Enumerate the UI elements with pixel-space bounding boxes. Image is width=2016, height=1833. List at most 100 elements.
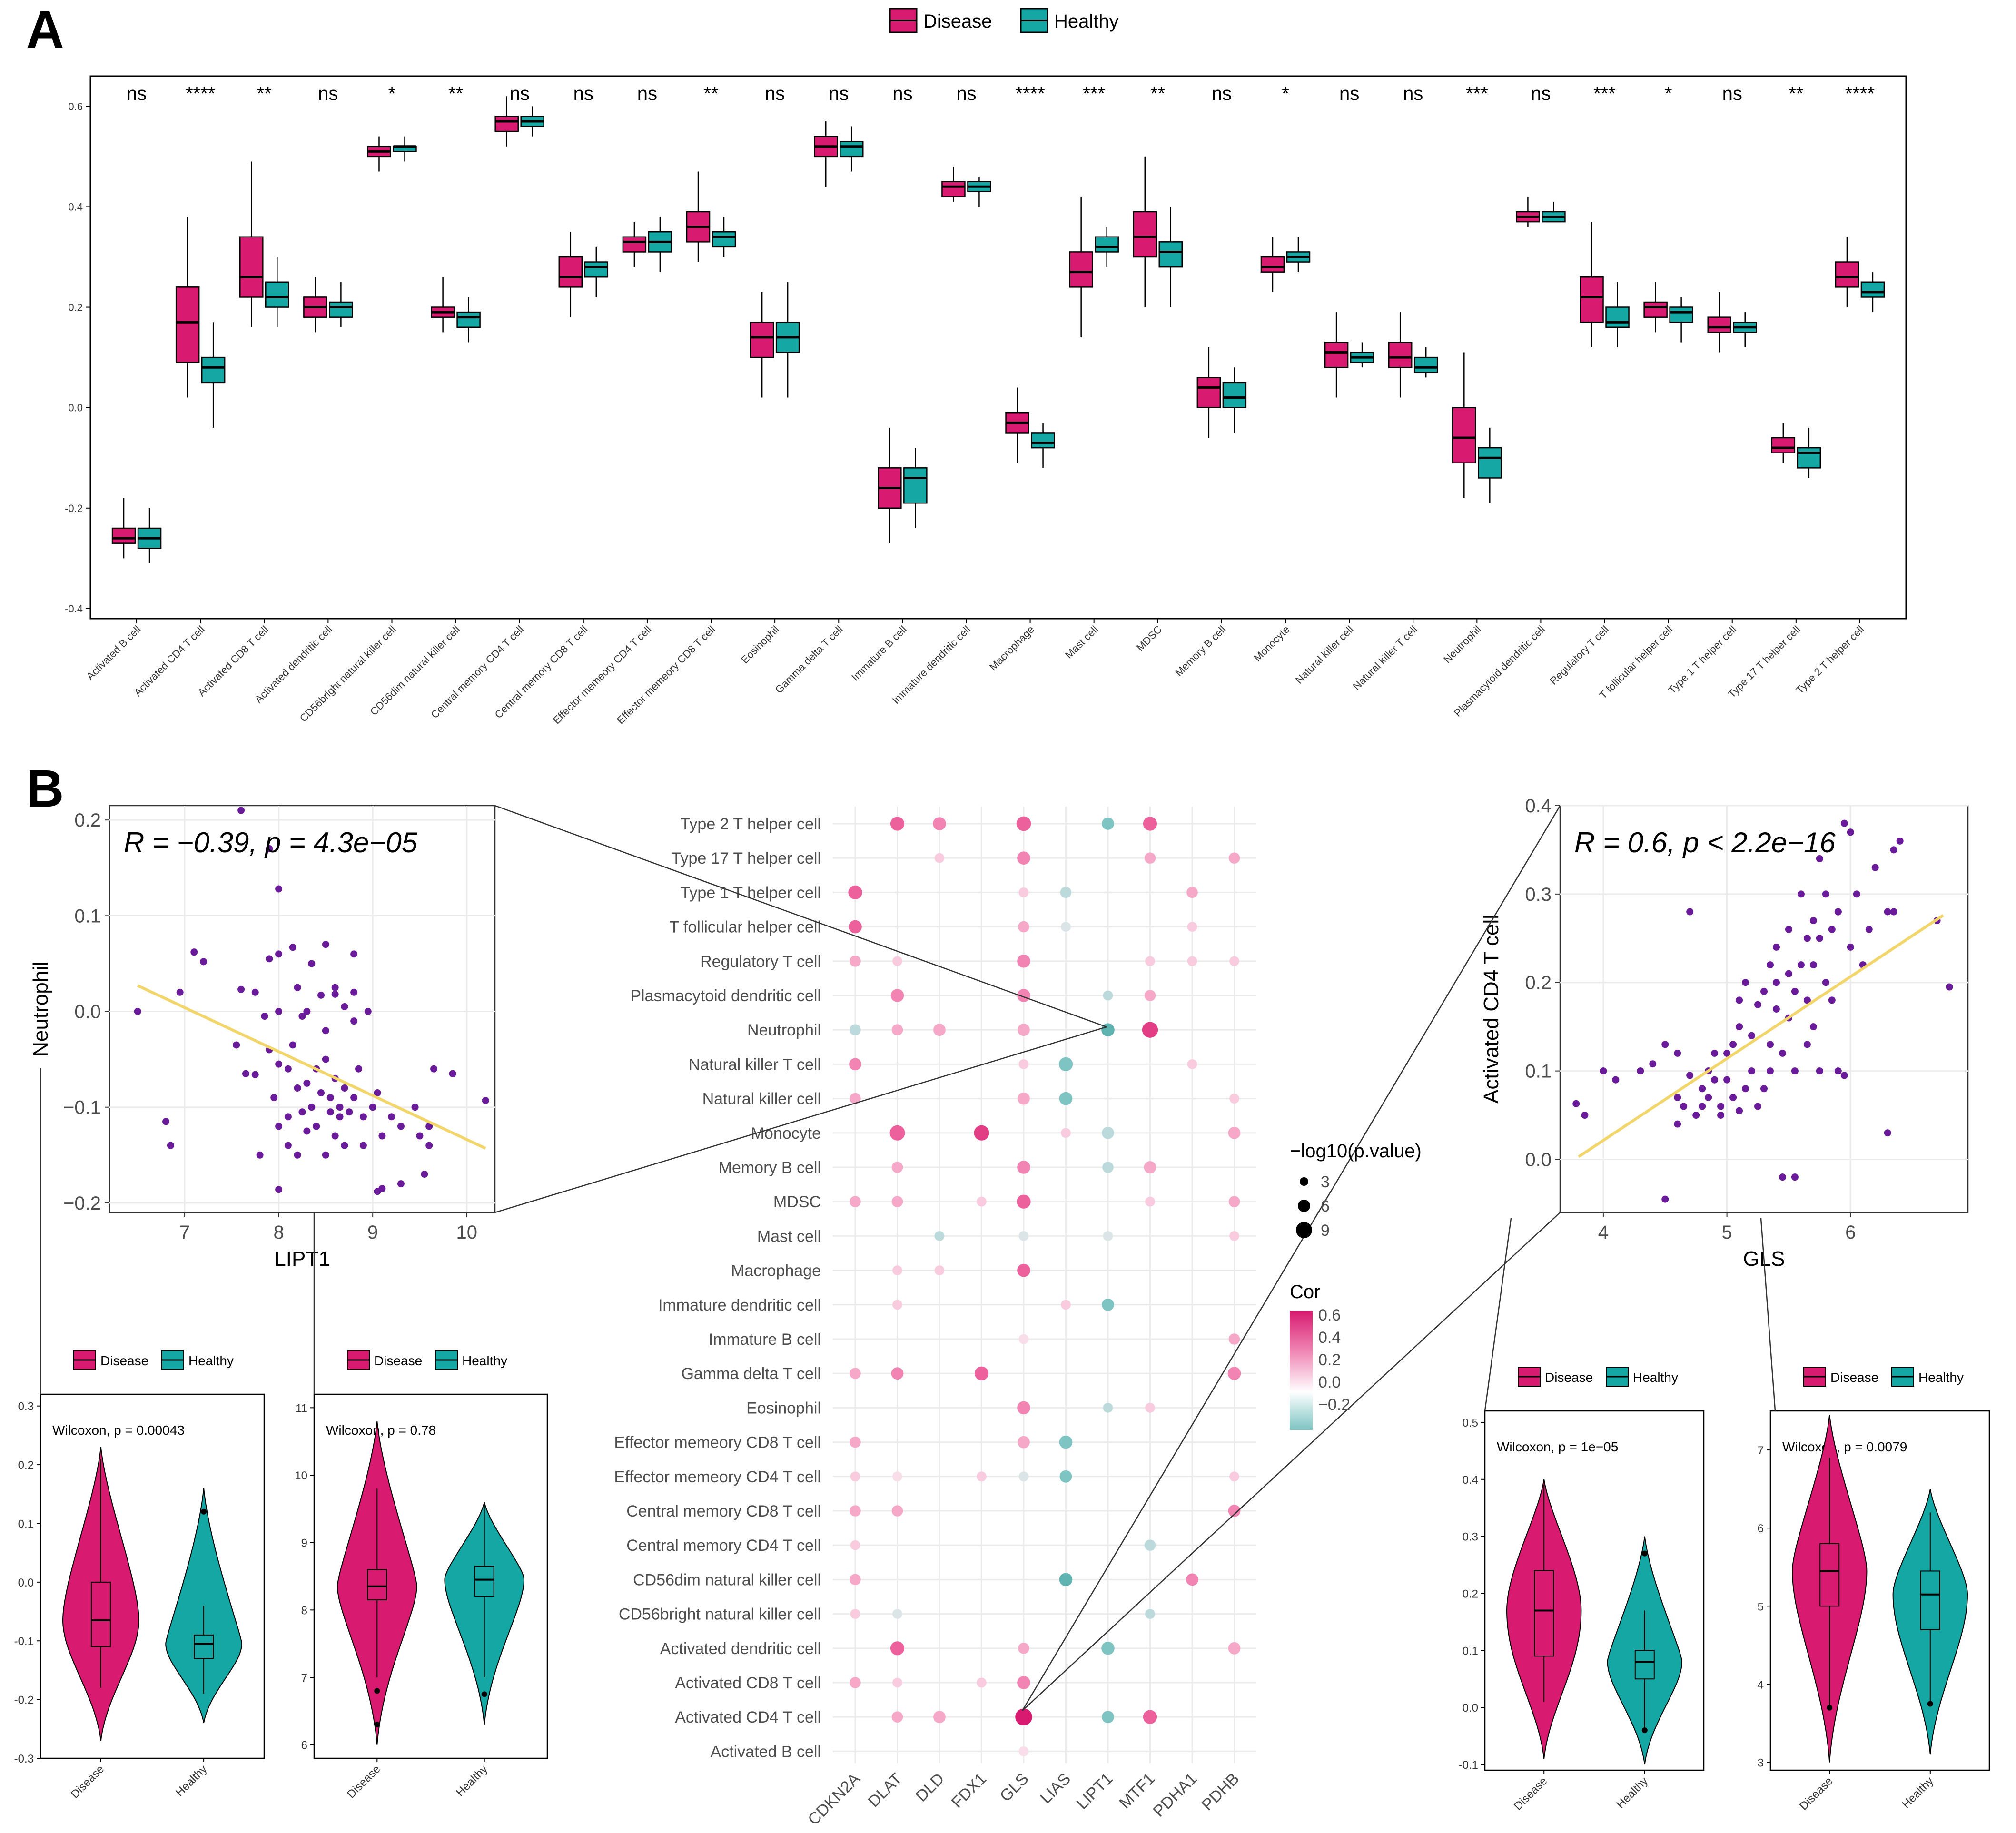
dot-point — [1145, 1196, 1155, 1207]
box-healthy — [1478, 427, 1502, 503]
x-tick-label: 4 — [1598, 1222, 1609, 1243]
scatter-point — [1834, 908, 1842, 916]
scatter-point — [350, 1017, 358, 1025]
box-disease — [1580, 222, 1604, 347]
scatter-point — [1723, 1049, 1731, 1057]
cell-label: Natural killer T cell — [689, 1055, 821, 1074]
dot-point — [1102, 1162, 1114, 1173]
scatter-point — [317, 991, 325, 999]
box-body — [201, 356, 226, 384]
scatter-point — [1766, 1067, 1774, 1075]
box-disease — [1069, 197, 1093, 337]
scatter-lipt1-neutrophil: 7 8 9 10 0.2 0.1 0.0 −0.1 −0.2 R = −0.39, p = 4.3… — [29, 805, 496, 1271]
y-tick-label: -0.4 — [65, 603, 83, 615]
scatter-point — [1840, 819, 1848, 827]
dot-point — [850, 1471, 860, 1482]
legend-disease-label: Disease — [1830, 1370, 1878, 1385]
y-tick-label: 0.1 — [1463, 1645, 1478, 1657]
dot-point — [1059, 1573, 1073, 1587]
scatter-point — [317, 1089, 325, 1097]
significance-label: ns — [1212, 83, 1232, 104]
dot-point — [1187, 1059, 1197, 1069]
dot-point — [1228, 852, 1240, 864]
dot-point — [1228, 1196, 1240, 1208]
cell-label: Mast cell — [757, 1227, 821, 1245]
dot-point — [1017, 1263, 1030, 1277]
dot-point — [890, 817, 905, 831]
scatter-point — [251, 1071, 259, 1078]
scatter-point — [331, 1132, 339, 1140]
y-tick-label: 5 — [1758, 1600, 1764, 1613]
scatter-point — [1661, 1195, 1669, 1203]
dot-point — [1102, 1126, 1114, 1139]
scatter-point — [275, 885, 283, 893]
dot-point — [1144, 1161, 1156, 1173]
dot-point — [1145, 956, 1155, 966]
y-tick-label: 3 — [1758, 1757, 1764, 1770]
box-body — [1413, 356, 1438, 374]
box-body — [1069, 251, 1093, 288]
scatter-point — [294, 1151, 301, 1159]
dot-point — [1058, 1057, 1073, 1072]
significance-label: ns — [1339, 83, 1359, 104]
violin-box — [367, 1569, 387, 1601]
dot-point — [1061, 1128, 1071, 1138]
significance-label: *** — [1593, 83, 1616, 104]
dot-point — [1143, 817, 1157, 831]
dot-point — [1018, 1471, 1029, 1482]
box-healthy — [520, 106, 544, 137]
dot-point — [891, 1505, 903, 1517]
scatter-point — [359, 1142, 367, 1149]
scatter-point — [308, 1104, 316, 1111]
significance-label: ** — [703, 83, 718, 104]
significance-label: ns — [1531, 83, 1551, 104]
violin-cd4: Disease Healthy 0.5 0.4 0.3 0.2 0.1 0.0 -0.1 Wilc… — [1459, 1367, 1705, 1813]
scatter-point — [162, 1118, 170, 1125]
box-healthy — [1860, 272, 1885, 313]
legend-a: Disease Healthy — [889, 8, 1119, 33]
scatter-point — [449, 1070, 456, 1077]
scatter-point — [326, 1094, 334, 1102]
dot-point — [977, 1677, 987, 1688]
scatter-point — [341, 1003, 348, 1010]
scatter-point — [1705, 1094, 1712, 1101]
scatter-point — [416, 1132, 424, 1140]
box-body — [175, 286, 200, 363]
box-disease — [686, 171, 711, 262]
y-tick-label: 0.0 — [18, 1577, 34, 1589]
y-tick-label: 0.2 — [1525, 973, 1552, 994]
scatter-point — [251, 988, 259, 996]
significance-label: ns — [829, 83, 849, 104]
y-tick-label: -0.1 — [1459, 1759, 1478, 1772]
cell-label: T follicular helper cell — [669, 918, 821, 936]
scatter-point — [322, 1027, 329, 1035]
scatter-point — [322, 941, 329, 948]
dot-point — [891, 1367, 904, 1380]
y-tick-label: 0.3 — [1463, 1531, 1478, 1544]
box-body — [584, 261, 609, 278]
scatter-point — [1699, 1103, 1706, 1110]
scatter-gls-cd4: 4 5 60.40.30.20.10.0R = 0.6, p < 2.2e−16GL… — [1480, 796, 1969, 1271]
dot-point — [1061, 1300, 1071, 1310]
scatter-point — [1736, 996, 1743, 1004]
scatter-point — [1772, 1005, 1780, 1013]
box-healthy — [1669, 297, 1693, 343]
legend-healthy-label: Healthy — [1633, 1370, 1678, 1385]
scatter-point — [1828, 926, 1836, 933]
scatter-point — [1809, 961, 1817, 969]
wilcoxon-annotation: Wilcoxon, p = 0.0079 — [1782, 1439, 1907, 1454]
dot-point — [849, 1058, 861, 1071]
y-tick-label: -0.2 — [65, 503, 83, 514]
cell-label: Activated CD4 T cell — [675, 1708, 821, 1726]
significance-label: ns — [127, 83, 147, 104]
significance-label: *** — [1083, 83, 1105, 104]
dot-point — [891, 1024, 903, 1036]
box-disease — [1771, 423, 1796, 463]
dot-point — [891, 1162, 903, 1173]
box-body — [111, 527, 136, 544]
scatter-point — [303, 1008, 311, 1015]
box-body — [494, 116, 519, 132]
box-body — [1580, 276, 1604, 323]
scatter-point — [355, 1065, 363, 1073]
